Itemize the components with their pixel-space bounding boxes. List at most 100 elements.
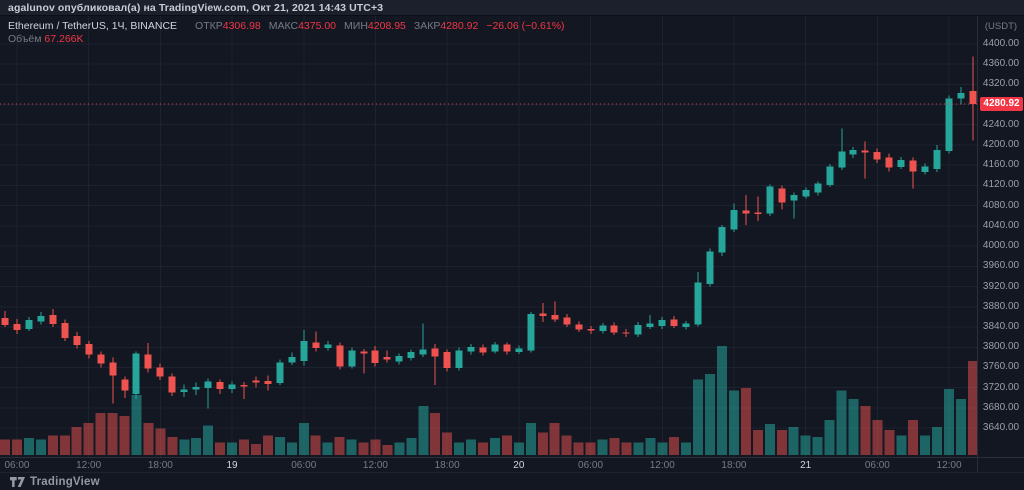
volume-bar [896, 435, 907, 455]
candle-body [634, 325, 642, 335]
time-tick-label: 06:00 [578, 460, 604, 471]
candle-body [180, 389, 188, 392]
tradingview-logo-icon[interactable] [10, 476, 25, 488]
candle-body [73, 336, 81, 346]
candle-body [395, 355, 403, 362]
volume-bar [788, 427, 799, 455]
candle-body [754, 212, 762, 215]
candle-body [670, 319, 678, 327]
volume-bar [215, 442, 226, 455]
volume-bar [418, 406, 429, 455]
candle-body [192, 387, 200, 390]
candle-body [718, 226, 726, 253]
volume-bar [430, 413, 441, 455]
volume-bar [549, 422, 560, 455]
price-tick-label: 4320.00 [982, 78, 1020, 90]
candle-body [1, 317, 9, 326]
tradingview-brand-text[interactable]: TradingView [30, 475, 100, 488]
volume-bar [442, 432, 453, 455]
candle-body [97, 354, 105, 364]
time-tick-label: 06:00 [864, 460, 890, 471]
price-axis[interactable]: (USDT) 4280.92 4400.004360.004320.004280… [977, 16, 1024, 457]
volume-bar [681, 442, 692, 455]
candle-body [336, 345, 344, 367]
volume-label: Объём [8, 33, 42, 45]
volume-bar [274, 436, 285, 455]
candle-body [121, 379, 129, 391]
price-tick-label: 4360.00 [982, 58, 1020, 70]
volume-bar [358, 442, 369, 455]
volume-bar [478, 442, 488, 455]
candle-body [371, 350, 379, 363]
time-tick-label: 12:00 [76, 460, 102, 471]
time-tick-label: 12:00 [649, 460, 675, 471]
candle-body [646, 323, 654, 328]
candle-body [25, 319, 33, 330]
volume-bar [0, 439, 10, 455]
chart-pane[interactable]: Ethereum / TetherUS, 1Ч, BINANCE ОТКР4306… [0, 16, 977, 457]
volume-bar [131, 394, 142, 455]
volume-bar [262, 435, 273, 455]
volume-bar [800, 435, 811, 455]
legend-volume-row: Объём 67.266K [8, 33, 565, 46]
symbol-title[interactable]: Ethereum / TetherUS, 1Ч, BINANCE [8, 20, 178, 32]
volume-bar [334, 436, 345, 455]
footer-bar: TradingView [0, 472, 1024, 490]
candle-body [61, 322, 69, 339]
volume-bar [466, 439, 477, 455]
candle-body [144, 354, 152, 369]
candle-body [312, 342, 320, 348]
open-value: 4306.98 [222, 20, 261, 32]
candle-body [503, 344, 511, 352]
candle-body [85, 344, 93, 355]
quote-currency-label: (USDT) [984, 21, 1018, 32]
price-tick-label: 4160.00 [982, 159, 1020, 171]
candle-body [826, 166, 834, 185]
time-axis[interactable]: 06:00 12:00 18:00 19 06:00 12:00 18:00 20 06:00 1… [0, 457, 977, 472]
candle-body [742, 210, 750, 214]
volume-bar [812, 436, 823, 455]
candle-body [348, 350, 356, 367]
candle-body [766, 186, 774, 214]
price-tick-label: 4240.00 [982, 118, 1020, 130]
price-tick-label: 3680.00 [982, 401, 1020, 413]
volume-bar [717, 345, 727, 455]
volume-bar [836, 390, 847, 455]
volume-bar [71, 427, 82, 455]
candle-body [168, 376, 176, 393]
volume-bar [95, 413, 106, 455]
volume-bar [370, 439, 381, 455]
volume-bar [537, 432, 548, 455]
high-label: МАКС [268, 20, 299, 32]
candle-body [479, 347, 487, 353]
volume-bar [119, 415, 130, 455]
price-tick-label: 3640.00 [982, 422, 1020, 434]
volume-bar [764, 424, 775, 455]
volume-bar [310, 435, 321, 455]
volume-bar [454, 442, 465, 455]
volume-bar [848, 399, 859, 455]
candle-body [49, 314, 57, 324]
volume-bar [932, 427, 943, 455]
time-tick-label: 18:00 [147, 460, 173, 471]
volume-bar [47, 435, 58, 455]
volume-bar [107, 413, 118, 455]
volume-bar [860, 406, 871, 455]
share-header-bar: agalunov опубликовал(а) на TradingView.c… [0, 0, 1024, 16]
volume-bar [382, 445, 393, 455]
price-tick-label: 4040.00 [982, 219, 1020, 231]
candle-body [622, 332, 630, 334]
price-tick-label: 4400.00 [982, 37, 1020, 49]
candle-body [360, 351, 368, 354]
candlestick-volume-chart[interactable] [0, 16, 977, 457]
volume-bar [322, 442, 333, 455]
volume-bar [621, 442, 632, 455]
volume-bar [203, 425, 214, 455]
volume-bar [645, 438, 656, 455]
chart-legend[interactable]: Ethereum / TetherUS, 1Ч, BINANCE ОТКР4306… [8, 20, 565, 46]
candle-body [407, 351, 415, 358]
volume-bar [191, 438, 202, 455]
candle-body [264, 381, 272, 385]
time-tick-label: 20 [513, 460, 525, 471]
